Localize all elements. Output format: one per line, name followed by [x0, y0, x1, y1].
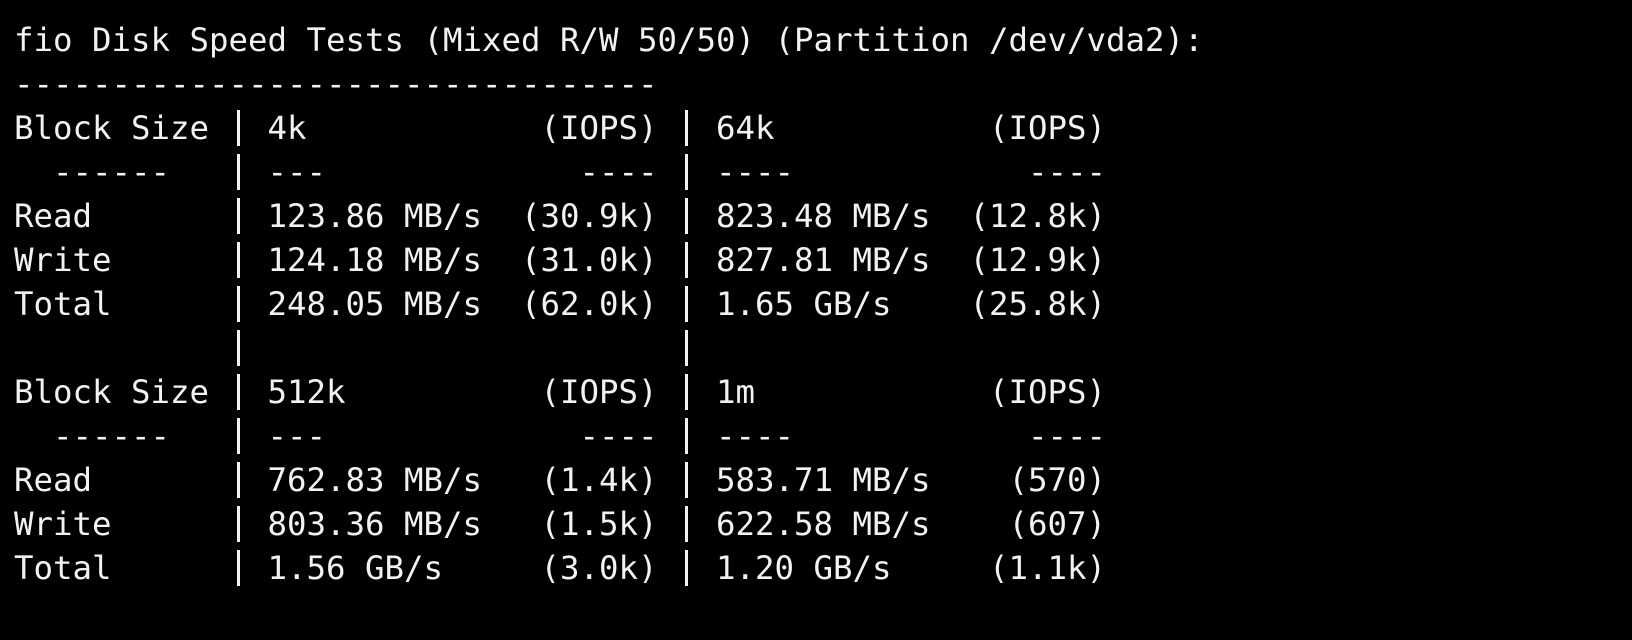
row-label: Total	[14, 285, 112, 323]
cell: ----	[579, 417, 658, 455]
cell: ----	[716, 417, 795, 455]
row-label: Write	[14, 241, 112, 279]
cell: 803.36 MB/s	[267, 505, 483, 543]
cell: 1.20 GB/s	[716, 549, 892, 587]
row-label: Read	[14, 461, 93, 499]
cell: ----	[1027, 417, 1106, 455]
cell: ----	[1027, 153, 1106, 191]
cell: ---	[267, 153, 327, 191]
column-separator	[685, 286, 689, 322]
cell: 622.58 MB/s	[716, 505, 931, 543]
column-separator	[236, 154, 240, 190]
column-separator	[236, 110, 240, 146]
cell: (12.9k)	[969, 241, 1106, 279]
cell: 762.83 MB/s	[267, 461, 483, 499]
column-separator	[685, 110, 689, 146]
cell: (IOPS)	[540, 109, 658, 147]
column-separator	[685, 330, 689, 366]
cell: 124.18 MB/s	[267, 241, 483, 279]
cell: (570)	[1008, 461, 1106, 499]
column-separator	[685, 462, 689, 498]
cell: (1.1k)	[988, 549, 1106, 587]
cell: 583.71 MB/s	[716, 461, 931, 499]
cell: (30.9k)	[520, 197, 658, 235]
column-separator	[685, 198, 689, 234]
row-header: Block Size	[14, 109, 210, 147]
cell: 1.65 GB/s	[716, 285, 892, 323]
title: fio Disk Speed Tests (Mixed R/W 50/50) (…	[14, 21, 1204, 59]
row-label: ------	[53, 153, 171, 191]
column-separator	[236, 550, 240, 586]
cell: 1m	[716, 373, 756, 411]
row-label: Write	[14, 505, 112, 543]
rule: ---------------------------------	[14, 65, 658, 103]
cell: (1.4k)	[540, 461, 658, 499]
cell: (12.8k)	[969, 197, 1106, 235]
column-separator	[236, 242, 240, 278]
cell: ---	[267, 417, 327, 455]
cell: ----	[579, 153, 658, 191]
cell: (IOPS)	[540, 373, 658, 411]
row-label: Read	[14, 197, 93, 235]
cell: 1.56 GB/s	[267, 549, 444, 587]
column-separator	[236, 374, 240, 410]
column-separator	[685, 374, 689, 410]
cell: 248.05 MB/s	[267, 285, 483, 323]
column-separator	[685, 418, 689, 454]
cell: 123.86 MB/s	[267, 197, 483, 235]
cell: ----	[716, 153, 795, 191]
cell: (IOPS)	[988, 373, 1106, 411]
column-separator	[236, 462, 240, 498]
column-separator	[236, 198, 240, 234]
column-separator	[685, 506, 689, 542]
cell: 512k	[267, 373, 346, 411]
cell: (1.5k)	[540, 505, 658, 543]
row-label: ------	[53, 417, 171, 455]
cell: (IOPS)	[988, 109, 1106, 147]
column-separator	[685, 550, 689, 586]
cell: (607)	[1008, 505, 1106, 543]
cell: (31.0k)	[520, 241, 658, 279]
cell: (62.0k)	[520, 285, 658, 323]
column-separator	[236, 506, 240, 542]
cell: (25.8k)	[969, 285, 1106, 323]
cell: 64k	[716, 109, 775, 147]
column-separator	[236, 330, 240, 366]
row-label: Total	[14, 549, 112, 587]
column-separator	[685, 242, 689, 278]
column-separator	[236, 418, 240, 454]
cell: 4k	[267, 109, 307, 147]
column-separator	[685, 154, 689, 190]
cell: 827.81 MB/s	[716, 241, 931, 279]
cell: (3.0k)	[540, 549, 658, 587]
cell: 823.48 MB/s	[716, 197, 931, 235]
row-header: Block Size	[14, 373, 210, 411]
column-separator	[236, 286, 240, 322]
